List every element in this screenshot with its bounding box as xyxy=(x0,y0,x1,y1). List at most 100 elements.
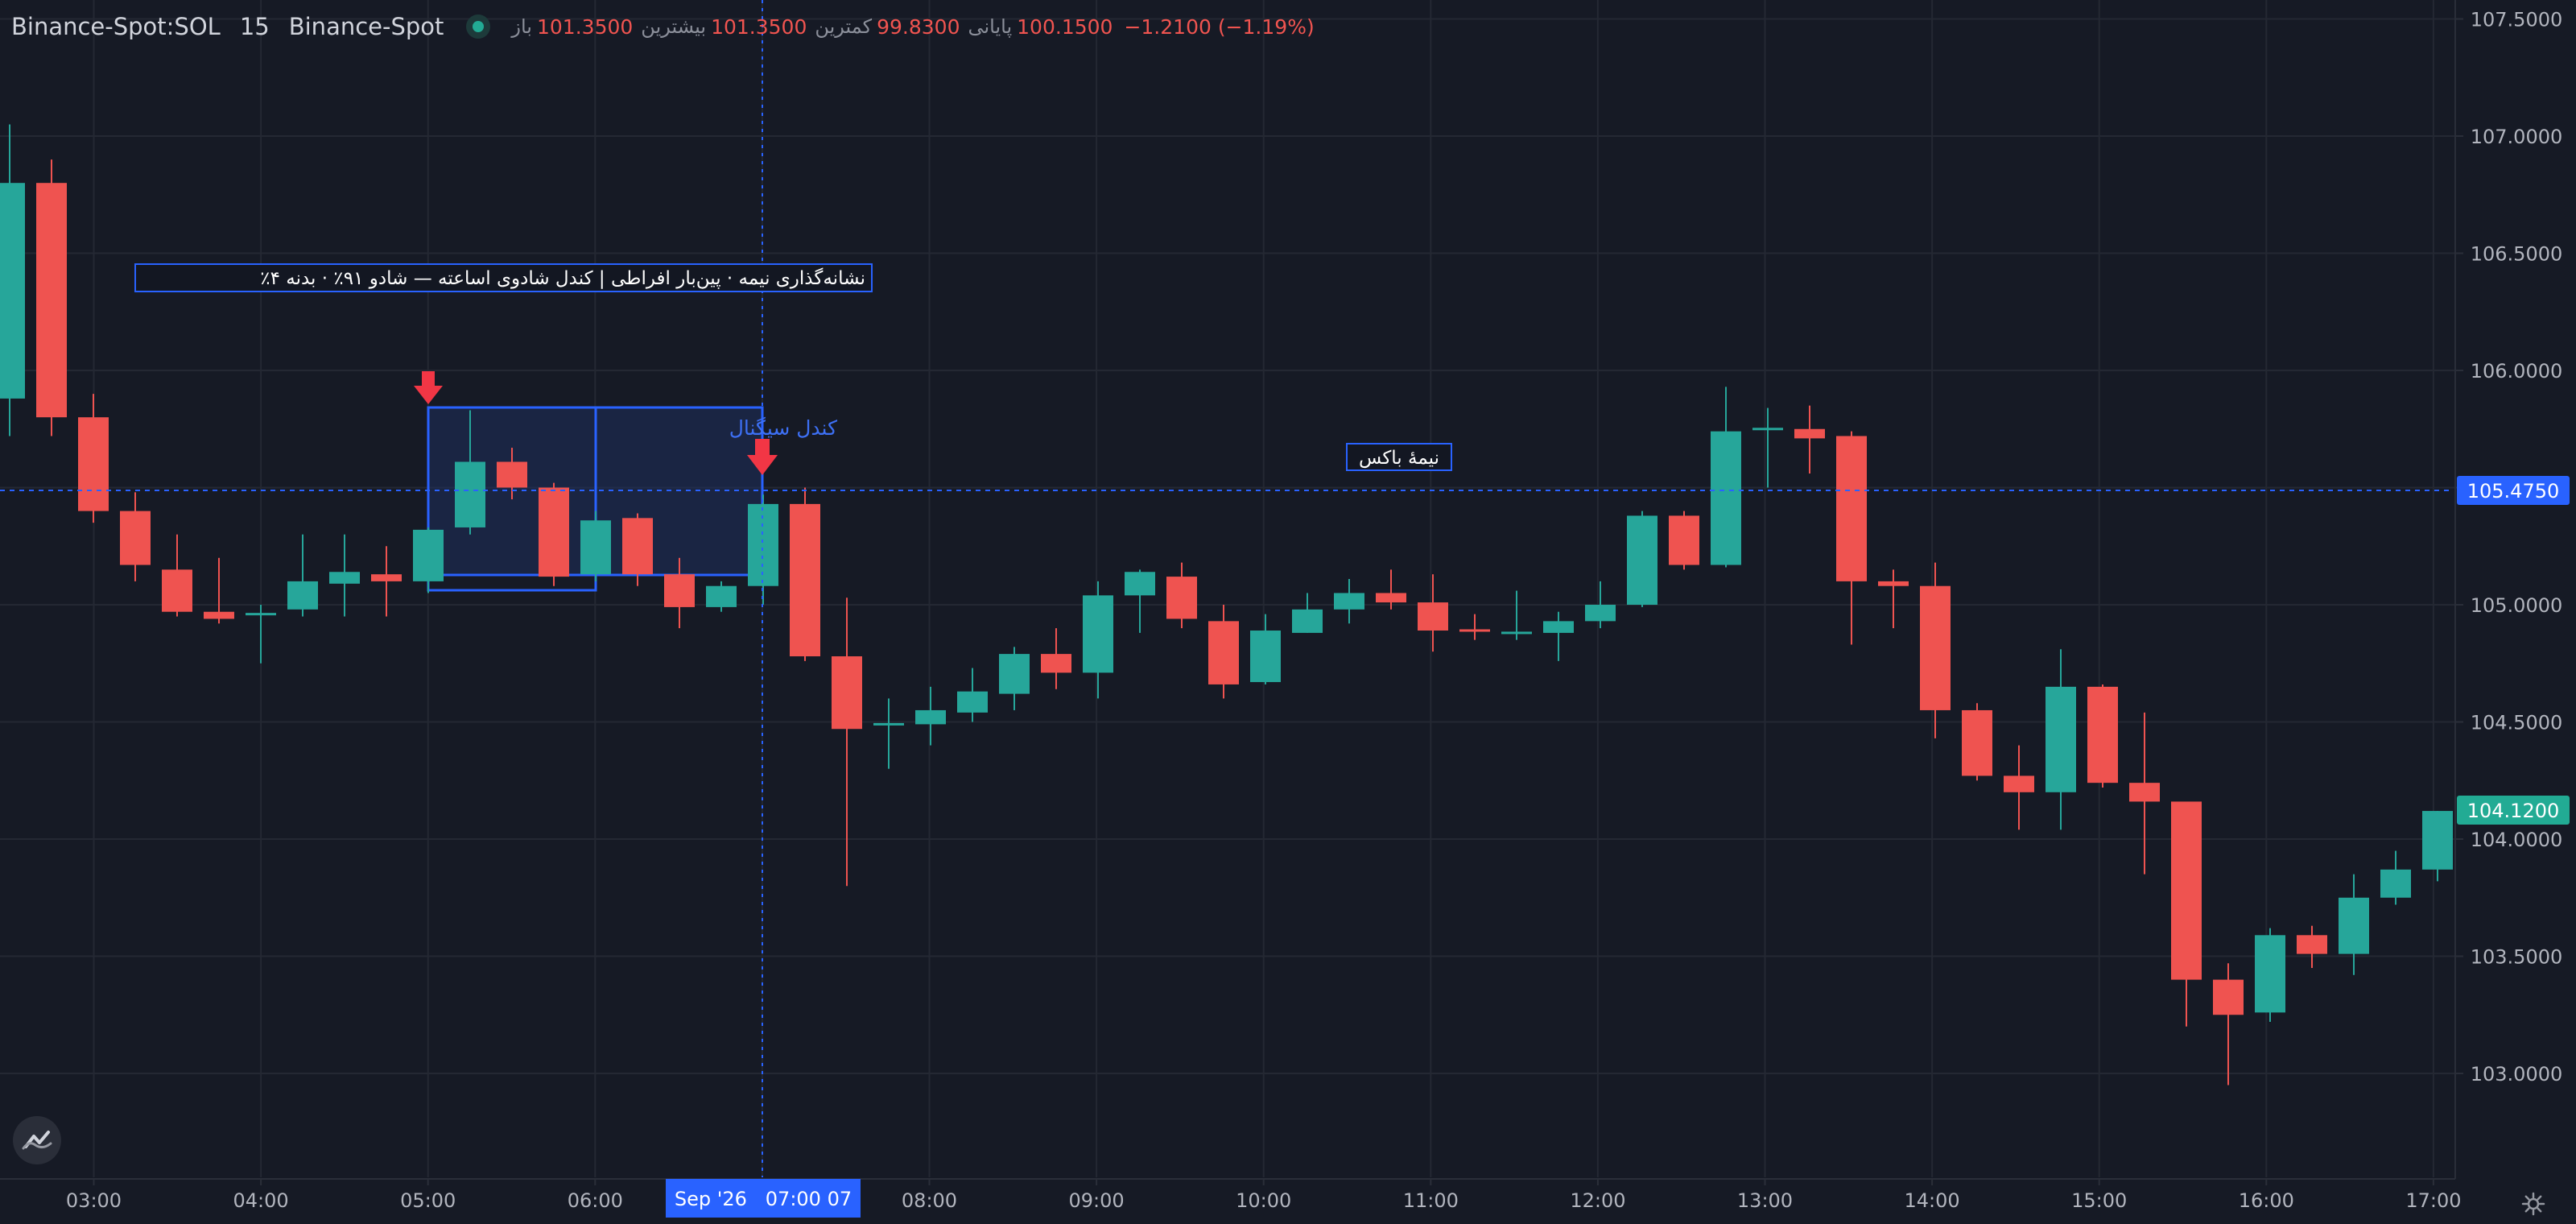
open-label: باز xyxy=(511,15,532,38)
candle[interactable] xyxy=(497,448,527,500)
candle[interactable] xyxy=(1711,387,1741,568)
candle-body xyxy=(497,461,527,488)
candle-body xyxy=(1878,581,1909,586)
candle[interactable] xyxy=(915,686,946,746)
candle[interactable] xyxy=(413,527,444,593)
candle[interactable] xyxy=(1627,511,1657,607)
price-tick-label: 106.5000 xyxy=(2471,243,2563,266)
legend-header[interactable]: Binance-Spot:SOL 15 Binance-Spot باز 101… xyxy=(11,8,1315,45)
svg-text:105.4750: 105.4750 xyxy=(2467,480,2560,502)
candle[interactable] xyxy=(873,698,904,769)
candle[interactable] xyxy=(1920,562,1951,738)
candle[interactable] xyxy=(664,557,695,629)
title-annotation[interactable]: ٪نشانه‌گذاری نیمه · پین‌بار افراطی | کند… xyxy=(260,267,865,289)
candle[interactable] xyxy=(2004,745,2034,830)
candle[interactable] xyxy=(2129,712,2160,875)
time-tick-label: 05:00 xyxy=(400,1189,456,1212)
candle[interactable] xyxy=(2297,925,2327,969)
candle[interactable] xyxy=(455,410,485,535)
candle[interactable] xyxy=(329,534,360,617)
candle-body xyxy=(2380,869,2411,898)
time-tick-label: 06:00 xyxy=(568,1189,623,1212)
candle-body xyxy=(957,691,988,713)
market-status-icon[interactable] xyxy=(466,14,491,39)
candle[interactable] xyxy=(36,159,67,436)
candle[interactable] xyxy=(1292,593,1323,633)
candle[interactable] xyxy=(204,557,234,624)
candle[interactable] xyxy=(2255,928,2285,1022)
candle-body xyxy=(1334,593,1364,610)
close-value: 100.1500 xyxy=(1017,14,1113,39)
candle[interactable] xyxy=(1041,628,1071,689)
candle[interactable] xyxy=(1878,569,1909,629)
pattern-box-outline-lower xyxy=(427,575,597,592)
candle[interactable] xyxy=(1794,405,1825,474)
price-tick-label: 107.5000 xyxy=(2471,9,2563,31)
candle[interactable] xyxy=(2339,874,2369,975)
price-tick-label: 103.0000 xyxy=(2471,1063,2563,1085)
candle[interactable] xyxy=(2213,963,2244,1085)
candle[interactable] xyxy=(287,534,318,617)
candle-body xyxy=(2339,897,2369,954)
candle[interactable] xyxy=(1376,569,1406,610)
candle-body xyxy=(2422,811,2453,870)
candle[interactable] xyxy=(1208,605,1239,699)
candle-body xyxy=(1501,631,1532,635)
candle[interactable] xyxy=(246,605,276,664)
price-tick-label: 107.0000 xyxy=(2471,126,2563,148)
candle[interactable] xyxy=(999,647,1030,710)
candle[interactable] xyxy=(162,534,192,617)
candle[interactable] xyxy=(957,668,988,722)
candle[interactable] xyxy=(1543,611,1574,661)
candle[interactable] xyxy=(580,511,611,581)
overlays: کندل سیگنال ٪نشانه‌گذاری نیمه · پین‌بار … xyxy=(0,0,2454,1177)
candle[interactable] xyxy=(1125,569,1155,633)
open-value: 101.3500 xyxy=(537,14,634,39)
candle[interactable] xyxy=(2171,801,2202,1027)
signal-candle-label[interactable]: کندل سیگنال xyxy=(729,416,837,440)
candle[interactable] xyxy=(1752,407,1783,488)
candle[interactable] xyxy=(371,546,402,617)
symbol-name[interactable]: Binance-Spot:SOL xyxy=(11,13,221,40)
candle[interactable] xyxy=(0,124,25,436)
interval-label[interactable]: 15 xyxy=(239,13,270,40)
candle[interactable] xyxy=(1585,581,1616,629)
candle-body xyxy=(832,656,862,730)
candle-body xyxy=(1125,572,1155,596)
candle[interactable] xyxy=(706,581,737,612)
candle[interactable] xyxy=(78,394,109,523)
gear-icon[interactable] xyxy=(2518,1189,2549,1219)
candle[interactable] xyxy=(1418,574,1448,652)
candle[interactable] xyxy=(1334,578,1364,624)
svg-text:Sep '26 07:00 07: Sep '26 07:00 07 xyxy=(675,1188,852,1210)
half-box-label[interactable]: نیمهٔ باکس xyxy=(1359,448,1439,469)
candle[interactable] xyxy=(1083,581,1113,699)
candle[interactable] xyxy=(1962,703,1992,781)
candle[interactable] xyxy=(622,513,653,586)
low-value: 99.8300 xyxy=(877,14,960,39)
candle-body xyxy=(1376,593,1406,603)
candle[interactable] xyxy=(832,598,862,887)
candle[interactable] xyxy=(2380,850,2411,905)
candle[interactable] xyxy=(539,482,569,586)
candle-body xyxy=(1292,609,1323,633)
candle[interactable] xyxy=(1501,590,1532,640)
candle[interactable] xyxy=(1250,614,1281,684)
down-arrow-icon xyxy=(747,439,778,475)
candle-body xyxy=(539,487,569,577)
half-box-label-frame xyxy=(1346,443,1452,471)
low-label: کمترین xyxy=(815,15,873,38)
tradingview-logo-icon[interactable] xyxy=(13,1116,61,1164)
candle[interactable] xyxy=(120,492,151,581)
candle[interactable] xyxy=(2422,811,2453,882)
candle[interactable] xyxy=(2087,684,2118,788)
candle[interactable] xyxy=(1669,511,1699,570)
candle[interactable] xyxy=(1836,431,1867,645)
candle-body xyxy=(2255,935,2285,1013)
candle[interactable] xyxy=(2046,649,2076,830)
candle[interactable] xyxy=(790,487,820,661)
candle[interactable] xyxy=(1459,614,1490,640)
candle[interactable] xyxy=(1166,562,1197,629)
